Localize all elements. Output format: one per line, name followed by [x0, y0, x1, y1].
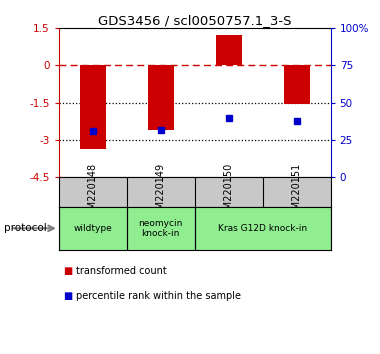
Text: GSM220149: GSM220149: [156, 162, 166, 222]
Text: neomycin
knock-in: neomycin knock-in: [139, 219, 183, 238]
Text: percentile rank within the sample: percentile rank within the sample: [76, 291, 241, 301]
Text: GSM220150: GSM220150: [224, 162, 234, 222]
Text: GSM220151: GSM220151: [291, 162, 302, 222]
Text: wildtype: wildtype: [73, 224, 112, 233]
Bar: [284, 65, 310, 104]
Bar: [148, 65, 174, 130]
Text: transformed count: transformed count: [76, 266, 167, 276]
Text: ■: ■: [63, 266, 72, 276]
Title: GDS3456 / scl0050757.1_3-S: GDS3456 / scl0050757.1_3-S: [98, 14, 291, 27]
Text: Kras G12D knock-in: Kras G12D knock-in: [218, 224, 307, 233]
Text: protocol: protocol: [4, 223, 46, 233]
Bar: [80, 65, 106, 149]
Text: ■: ■: [63, 291, 72, 301]
Text: GSM220148: GSM220148: [88, 162, 98, 222]
Bar: [216, 35, 242, 65]
